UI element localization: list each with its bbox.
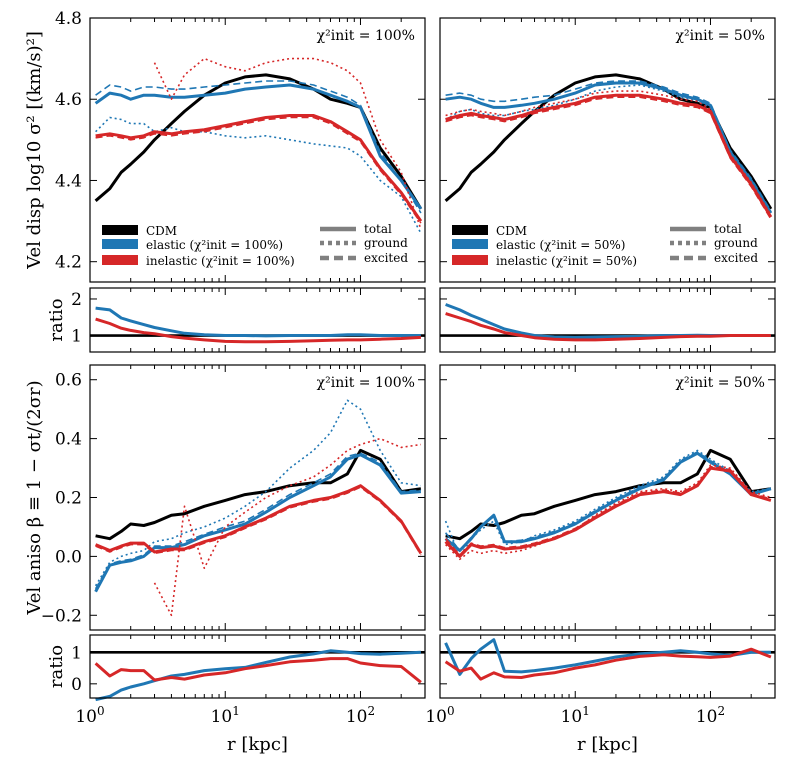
x-tick-label: 100 xyxy=(425,704,454,727)
series-inelastic-ground xyxy=(153,57,422,230)
y-tick-label: 0 xyxy=(71,675,82,695)
series-elastic-ground xyxy=(445,84,772,216)
y-tick-label: 1 xyxy=(71,327,82,347)
y-tick-label: 2 xyxy=(71,290,82,310)
y-tick-label: −0.2 xyxy=(41,606,82,626)
chi-init-annotation: χ²init = 100% xyxy=(317,28,415,44)
y-tick-label: 4.4 xyxy=(55,171,82,191)
panel-frame xyxy=(439,17,776,283)
y-tick-label: 4.6 xyxy=(55,90,82,110)
y-axis-label: Vel aniso β ≡ 1 − σt/(2σr) xyxy=(24,380,45,615)
chi-init-annotation: χ²init = 50% xyxy=(676,375,765,391)
legend-swatch-inelastic xyxy=(102,255,138,265)
panel-vel_disp-col1 xyxy=(439,17,776,283)
legend-label-ground: ground xyxy=(364,236,408,250)
panel-frame xyxy=(439,634,776,699)
legend-label-inelastic: inelastic (χ²init = 100%) xyxy=(146,254,295,268)
chi-init-annotation: χ²init = 100% xyxy=(317,375,415,391)
y-axis-label: Vel disp log10 σ² [(km/s)²] xyxy=(24,31,45,270)
series-inelastic-excited xyxy=(95,486,422,556)
legend-swatch-cdm xyxy=(452,225,488,235)
legend-swatch-elastic xyxy=(102,239,138,249)
panel-vel_disp_ratio-col0: 12 xyxy=(71,287,426,353)
y-tick-label: 0.0 xyxy=(55,547,82,567)
legend-swatch-cdm xyxy=(102,225,138,235)
legend-label-elastic: elastic (χ²init = 50%) xyxy=(496,238,625,252)
series-elastic-total xyxy=(94,453,422,593)
legend-label-excited: excited xyxy=(364,251,408,265)
x-tick-label: 102 xyxy=(346,704,375,727)
series-inelastic-excited xyxy=(444,465,772,556)
panel-background xyxy=(440,365,775,630)
panel-vel_aniso_ratio-col0: 01 xyxy=(71,634,426,702)
series-elastic-total xyxy=(445,81,773,214)
panel-frame xyxy=(89,287,426,353)
series-elastic-total xyxy=(95,306,421,338)
y-tick-label: 0.6 xyxy=(55,371,82,391)
series-elastic-total xyxy=(95,649,421,702)
x-tick-label: 101 xyxy=(211,704,240,727)
y-tick-label: 4.2 xyxy=(55,253,82,273)
series-inelastic-excited xyxy=(95,116,422,224)
legend-label-elastic: elastic (χ²init = 100%) xyxy=(146,238,283,252)
y-tick-label: 0.2 xyxy=(55,489,82,509)
panel-vel_aniso_ratio-col1 xyxy=(439,634,776,699)
y-tick-label: 1 xyxy=(71,643,82,663)
series-inelastic-total xyxy=(94,657,422,684)
series-elastic-excited xyxy=(444,451,772,552)
panel-vel_disp-col0: 4.2 4.4 4.6 4.8 xyxy=(55,9,426,283)
legend-label-total: total xyxy=(364,222,392,236)
y-axis-label: ratio xyxy=(46,645,67,688)
panel-background xyxy=(440,635,775,698)
y-axis-label: ratio xyxy=(46,298,67,341)
chi-init-annotation: χ²init = 50% xyxy=(676,28,765,44)
panel-vel_aniso-col0: −0.2 0.0 0.2 0.4 0.6 xyxy=(41,364,426,631)
legend-label-cdm: CDM xyxy=(496,224,527,238)
x-tick-label: 101 xyxy=(561,704,590,727)
legend-swatch-inelastic xyxy=(452,255,488,265)
x-tick-label: 100 xyxy=(75,704,104,727)
series-cdm-total xyxy=(444,73,773,210)
series-elastic-excited xyxy=(445,80,772,212)
series-elastic-ground xyxy=(444,449,772,558)
series-inelastic-total xyxy=(444,647,772,681)
panel-frame xyxy=(439,364,776,631)
legend-swatch-elastic xyxy=(452,239,488,249)
series-inelastic-total xyxy=(95,484,423,555)
series-inelastic-total xyxy=(444,466,772,558)
y-tick-label: 4.8 xyxy=(55,9,82,29)
panel-frame xyxy=(89,634,426,699)
panel-frame xyxy=(439,287,776,353)
panel-vel_disp_ratio-col1 xyxy=(439,287,776,353)
y-tick-label: 0.4 xyxy=(55,430,82,450)
legend-label-inelastic: inelastic (χ²init = 50%) xyxy=(496,254,637,268)
series-inelastic-total xyxy=(95,114,423,222)
legend-label-cdm: CDM xyxy=(146,224,177,238)
panel-vel_aniso-col1 xyxy=(439,364,776,631)
series-inelastic-excited xyxy=(445,96,772,220)
legend-label-total: total xyxy=(714,222,742,236)
x-axis-label: r [kpc] xyxy=(227,734,288,755)
series-elastic-total xyxy=(94,83,423,210)
series-inelastic-ground xyxy=(153,437,422,617)
panel-frame xyxy=(89,17,426,283)
legend-label-ground: ground xyxy=(714,236,758,250)
panel-frame xyxy=(89,364,426,631)
series-inelastic-total xyxy=(445,93,773,218)
series-inelastic-total xyxy=(95,317,421,344)
series-elastic-total xyxy=(444,638,771,676)
series-inelastic-total xyxy=(445,312,771,342)
x-axis-label: r [kpc] xyxy=(577,734,638,755)
series-elastic-ground xyxy=(95,116,422,234)
panel-background xyxy=(440,288,775,352)
series-elastic-excited xyxy=(95,80,422,214)
x-tick-label: 102 xyxy=(696,704,725,727)
legend-label-excited: excited xyxy=(714,251,758,265)
